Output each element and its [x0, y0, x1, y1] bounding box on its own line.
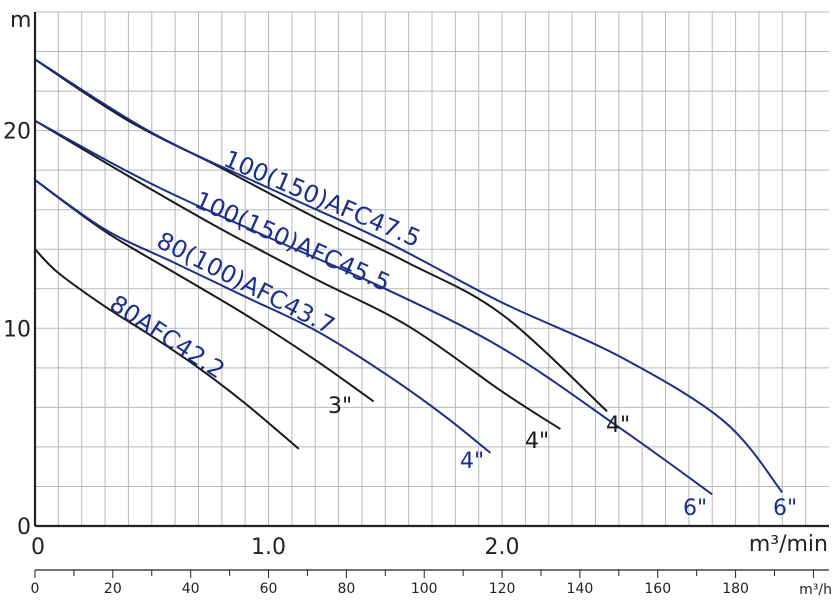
- x2-tick-label: 40: [182, 581, 200, 597]
- x2-tick-label: 140: [567, 581, 594, 597]
- size-label: 4": [525, 429, 549, 454]
- size-label: 6": [683, 496, 707, 521]
- curve-labels: 100(150)AFC47.5 100(150)AFC45.5 80(100)A…: [105, 145, 425, 385]
- series-line: [34, 179, 375, 403]
- size-label: 4": [606, 413, 630, 438]
- series-line: [34, 119, 561, 430]
- x-axis-unit: m³/min: [749, 532, 828, 557]
- series-line: [34, 248, 300, 450]
- grid: [35, 11, 829, 526]
- x2-tick-label: 60: [260, 581, 278, 597]
- x2-tick-label: 120: [489, 581, 516, 597]
- y-tick-label: 0: [17, 515, 31, 540]
- x-tick-label: 2.0: [485, 535, 520, 560]
- x2-tick-label: 180: [722, 581, 749, 597]
- series-line: [34, 58, 608, 413]
- series-line: [34, 119, 713, 496]
- curve-label: 80AFC42.2: [105, 290, 230, 385]
- series-line: [34, 58, 784, 494]
- y-axis-unit: m: [10, 8, 31, 33]
- x2-tick-label: 160: [644, 581, 671, 597]
- x-tick-label: 0: [31, 535, 45, 560]
- ticks: 0 10 20 0 1.0 2.0 0 20 40 60 80 100 120 140 160 180: [3, 120, 814, 597]
- x2-tick-label: 20: [104, 581, 122, 597]
- size-label: 6": [773, 496, 797, 521]
- x2-axis-unit: m³/h: [799, 582, 832, 598]
- size-label: 3": [328, 394, 352, 419]
- series-line: [34, 179, 492, 454]
- x2-tick-label: 100: [411, 581, 438, 597]
- curves: [34, 58, 784, 496]
- y-tick-label: 20: [3, 120, 31, 145]
- x2-tick-label: 80: [337, 581, 355, 597]
- y-tick-label: 10: [3, 317, 31, 342]
- size-label: 4": [460, 449, 484, 474]
- size-labels: 3" 4" 4" 4" 6" 6": [328, 394, 797, 521]
- x-tick-label: 1.0: [251, 535, 286, 560]
- x2-tick-label: 0: [31, 581, 40, 597]
